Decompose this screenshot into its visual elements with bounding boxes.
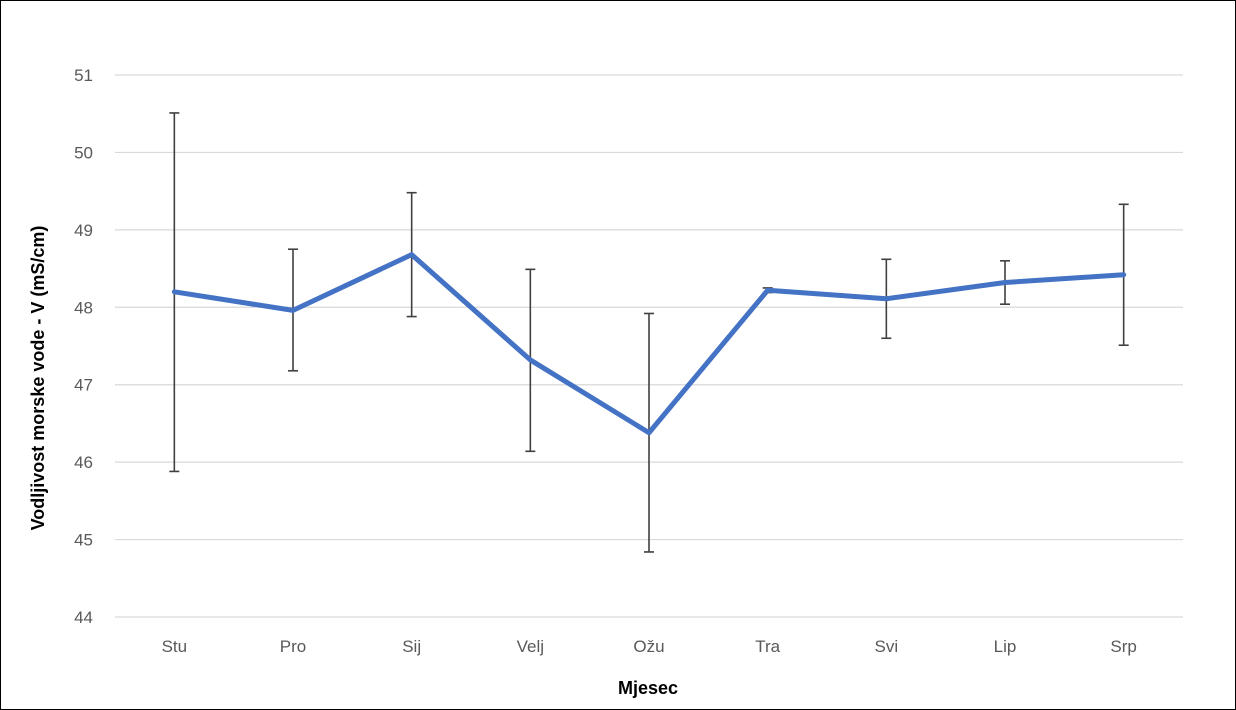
x-tick-label: Svi <box>875 637 899 656</box>
y-tick-label: 45 <box>74 531 93 550</box>
y-tick-label: 50 <box>74 143 93 162</box>
x-axis-tick-labels: Stu Pro Sij Velj Ožu Tra Svi Lip Srp <box>162 637 1137 656</box>
y-tick-label: 48 <box>74 298 93 317</box>
y-axis-tick-labels: 44 45 46 47 48 49 50 51 <box>74 66 93 627</box>
x-tick-label: Sij <box>402 637 421 656</box>
series-line-layer <box>171 252 1127 436</box>
x-tick-label: Velj <box>517 637 544 656</box>
y-tick-label: 47 <box>74 376 93 395</box>
y-tick-label: 46 <box>74 453 93 472</box>
series-line <box>171 252 1127 436</box>
x-axis-title: Mjesec <box>618 678 678 698</box>
y-axis-title: Vodljivost morske vode - V (mS/cm) <box>28 226 48 531</box>
x-tick-label: Lip <box>994 637 1017 656</box>
y-tick-label: 44 <box>74 608 93 627</box>
y-tick-label: 51 <box>74 66 93 85</box>
error-bars <box>169 112 1129 553</box>
y-tick-label: 49 <box>74 221 93 240</box>
x-tick-label: Stu <box>162 637 188 656</box>
x-tick-label: Pro <box>280 637 306 656</box>
x-tick-label: Ožu <box>633 637 664 656</box>
x-tick-label: Srp <box>1110 637 1136 656</box>
x-tick-label: Tra <box>755 637 780 656</box>
